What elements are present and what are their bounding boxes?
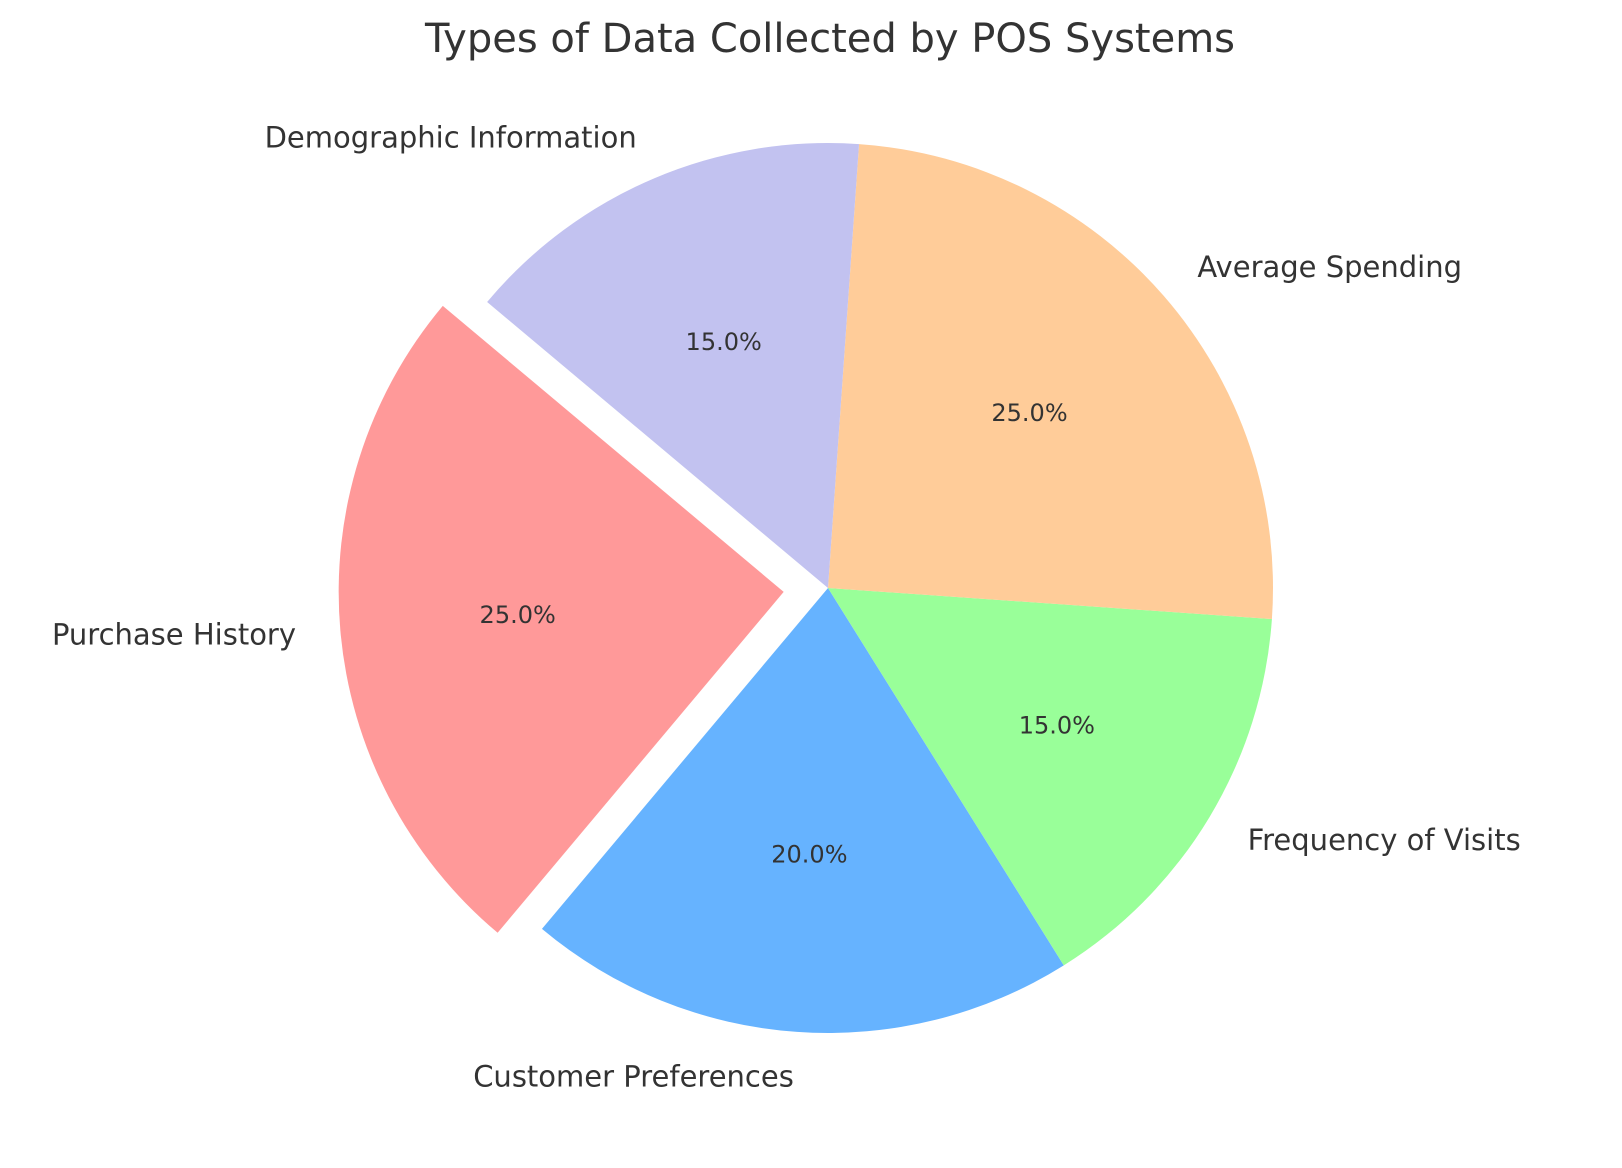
slice-label-frequency-of-visits: Frequency of Visits (1248, 823, 1521, 857)
pie-slice-purchase-history (338, 305, 784, 933)
pct-label-customer-preferences: 20.0% (771, 840, 847, 868)
slice-label-demographic-information: Demographic Information (265, 120, 637, 154)
chart-title: Types of Data Collected by POS Systems (424, 16, 1235, 62)
pie-slice-frequency-of-visits (828, 588, 1272, 966)
pct-label-frequency-of-visits: 15.0% (1019, 712, 1095, 740)
pie-slice-customer-preferences (541, 588, 1064, 1033)
slice-label-purchase-history: Purchase History (52, 618, 296, 652)
pct-label-average-spending: 25.0% (991, 399, 1067, 427)
slice-label-customer-preferences: Customer Preferences (473, 1059, 794, 1093)
pie-slice-demographic-information (487, 143, 860, 588)
pct-label-purchase-history: 25.0% (480, 601, 556, 629)
pie-labels: 25.0% Purchase History 20.0% Customer Prefe… (52, 120, 1521, 1093)
pie-slices (338, 143, 1273, 1033)
pct-label-demographic-information: 15.0% (686, 328, 762, 356)
pie-slice-average-spending (828, 144, 1273, 620)
slice-label-average-spending: Average Spending (1197, 250, 1462, 284)
